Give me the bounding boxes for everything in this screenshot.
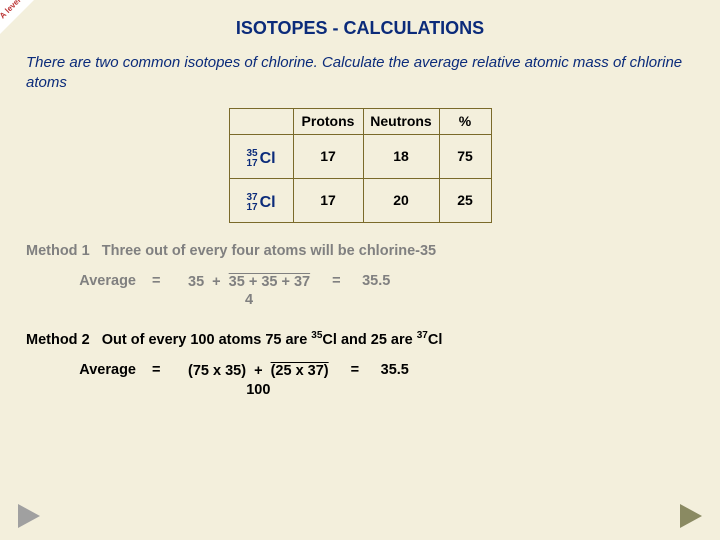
intro-text: There are two common isotopes of chlorin… [0, 39, 720, 94]
denominator: 100 [246, 381, 270, 400]
method2-text-a: Out of every 100 atoms 75 are [102, 332, 312, 348]
iso-a: Cl [322, 332, 337, 348]
numerator: 35 + 35 + 35 + 37 [182, 273, 316, 292]
overline-terms: (25 x 37) [271, 363, 329, 379]
page-title: ISOTOPES - CALCULATIONS [0, 0, 720, 39]
atomic-number: 17 [246, 203, 257, 213]
denominator: 4 [245, 291, 253, 310]
lead-term: (75 x 35) [188, 363, 246, 379]
plus: + [208, 274, 224, 290]
table-header-row: Protons Neutrons % [229, 108, 491, 134]
table-row: 35 17 Cl 17 18 75 [229, 134, 491, 178]
element-symbol: Cl [260, 150, 276, 168]
sup-37: 37 [417, 330, 428, 341]
cell-protons: 17 [293, 178, 363, 222]
method1-label: Method 1 [26, 243, 90, 259]
sup-35: 35 [311, 330, 322, 341]
cell-protons: 17 [293, 134, 363, 178]
cell-isotope: 37 17 Cl [229, 178, 293, 222]
isotope-table: Protons Neutrons % 35 17 Cl 17 18 75 [229, 108, 492, 223]
equals: = [332, 273, 346, 289]
cell-neutrons: 20 [363, 178, 439, 222]
result: 35.5 [381, 362, 409, 378]
element-symbol: Cl [260, 194, 276, 212]
method2-text-mid: and 25 are [337, 332, 417, 348]
isotope-table-wrap: Protons Neutrons % 35 17 Cl 17 18 75 [0, 108, 720, 223]
lead-term: 35 [188, 274, 204, 290]
plus: + [250, 363, 266, 379]
iso-b: Cl [428, 332, 443, 348]
method2-heading: Method 2 Out of every 100 atoms 75 are 3… [26, 330, 694, 348]
fraction: 35 + 35 + 35 + 37 4 [182, 273, 316, 311]
method2-equation: Average = (75 x 35) + (25 x 37) 100 = 35… [68, 362, 694, 400]
equals: = [152, 362, 166, 378]
th-percent: % [439, 108, 491, 134]
atomic-number: 17 [246, 159, 257, 169]
avg-label: Average [68, 273, 136, 289]
method2-block: Method 2 Out of every 100 atoms 75 are 3… [0, 330, 720, 400]
result: 35.5 [362, 273, 390, 289]
equals: = [152, 273, 166, 289]
th-neutrons: Neutrons [363, 108, 439, 134]
table-row: 37 17 Cl 17 20 25 [229, 178, 491, 222]
overline-terms: 35 + 35 + 37 [229, 274, 310, 290]
method1-text: Three out of every four atoms will be ch… [102, 243, 436, 259]
cell-isotope: 35 17 Cl [229, 134, 293, 178]
equals: = [351, 362, 365, 378]
fraction: (75 x 35) + (25 x 37) 100 [182, 362, 335, 400]
numerator: (75 x 35) + (25 x 37) [182, 362, 335, 381]
cell-neutrons: 18 [363, 134, 439, 178]
method1-equation: Average = 35 + 35 + 35 + 37 4 = 35.5 [68, 273, 694, 311]
method1-block: Method 1 Three out of every four atoms w… [0, 243, 720, 311]
nav-prev-icon[interactable] [18, 504, 40, 528]
method1-heading: Method 1 Three out of every four atoms w… [26, 243, 694, 259]
cell-percent: 75 [439, 134, 491, 178]
avg-label: Average [68, 362, 136, 378]
th-empty [229, 108, 293, 134]
method2-label: Method 2 [26, 332, 90, 348]
th-protons: Protons [293, 108, 363, 134]
nav-next-icon[interactable] [680, 504, 702, 528]
cell-percent: 25 [439, 178, 491, 222]
